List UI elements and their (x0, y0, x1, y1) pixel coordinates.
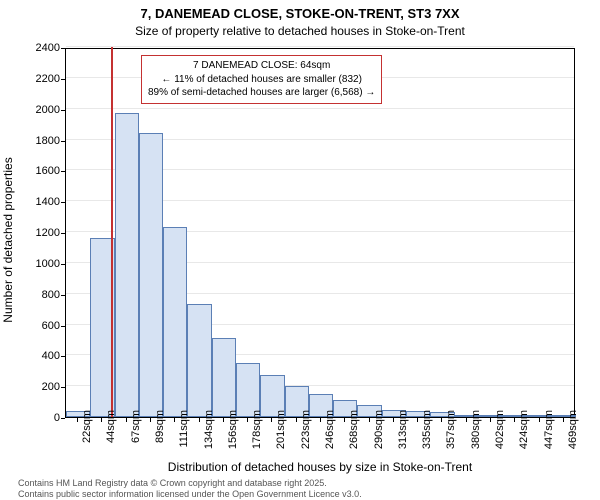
x-tick-label: 357sqm (445, 410, 457, 460)
x-tick-label: 156sqm (227, 410, 239, 460)
y-tick-label: 1600 (10, 165, 60, 177)
chart-container: 7, DANEMEAD CLOSE, STOKE-ON-TRENT, ST3 7… (0, 0, 600, 500)
y-tick-mark (61, 171, 65, 172)
x-tick-label: 335sqm (421, 410, 433, 460)
histogram-bar (236, 363, 260, 417)
y-tick-mark (61, 356, 65, 357)
x-tick-label: 44sqm (105, 410, 117, 460)
y-tick-mark (61, 202, 65, 203)
chart-title: 7, DANEMEAD CLOSE, STOKE-ON-TRENT, ST3 7… (0, 6, 600, 21)
y-tick-mark (61, 110, 65, 111)
y-tick-label: 0 (10, 412, 60, 424)
histogram-bar (163, 227, 187, 417)
y-tick-mark (61, 233, 65, 234)
x-tick-mark (514, 418, 515, 422)
footer-line-2: Contains public sector information licen… (18, 489, 362, 499)
x-tick-label: 424sqm (518, 410, 530, 460)
y-tick-mark (61, 264, 65, 265)
x-tick-label: 89sqm (154, 410, 166, 460)
histogram-bar (139, 133, 163, 417)
y-tick-mark (61, 326, 65, 327)
x-tick-label: 223sqm (300, 410, 312, 460)
x-tick-label: 313sqm (397, 410, 409, 460)
x-tick-mark (369, 418, 370, 422)
y-tick-label: 800 (10, 289, 60, 301)
x-tick-label: 201sqm (275, 410, 287, 460)
annotation-line: 7 DANEMEAD CLOSE: 64sqm (148, 59, 375, 73)
x-tick-label: 134sqm (203, 410, 215, 460)
x-tick-label: 246sqm (324, 410, 336, 460)
x-tick-mark (199, 418, 200, 422)
y-tick-mark (61, 79, 65, 80)
y-tick-mark (61, 418, 65, 419)
histogram-bar (212, 338, 236, 417)
x-tick-mark (466, 418, 467, 422)
y-tick-label: 600 (10, 320, 60, 332)
x-tick-label: 178sqm (251, 410, 263, 460)
x-tick-mark (126, 418, 127, 422)
footer-line-1: Contains HM Land Registry data © Crown c… (18, 478, 327, 488)
x-tick-mark (101, 418, 102, 422)
x-tick-label: 67sqm (130, 410, 142, 460)
x-axis-title: Distribution of detached houses by size … (65, 460, 575, 474)
x-tick-mark (174, 418, 175, 422)
x-tick-mark (417, 418, 418, 422)
x-tick-mark (393, 418, 394, 422)
x-tick-label: 447sqm (543, 410, 555, 460)
chart-subtitle: Size of property relative to detached ho… (0, 24, 600, 38)
annotation-line: ← 11% of detached houses are smaller (83… (148, 73, 375, 87)
x-tick-mark (77, 418, 78, 422)
y-tick-mark (61, 48, 65, 49)
y-tick-mark (61, 295, 65, 296)
x-tick-mark (441, 418, 442, 422)
y-tick-label: 2000 (10, 104, 60, 116)
marker-line (111, 47, 113, 417)
y-tick-mark (61, 141, 65, 142)
x-tick-label: 290sqm (373, 410, 385, 460)
y-tick-label: 400 (10, 350, 60, 362)
x-tick-mark (150, 418, 151, 422)
annotation-box: 7 DANEMEAD CLOSE: 64sqm← 11% of detached… (141, 55, 382, 104)
y-tick-label: 2400 (10, 42, 60, 54)
plot-area: 7 DANEMEAD CLOSE: 64sqm← 11% of detached… (65, 48, 575, 418)
x-tick-mark (320, 418, 321, 422)
gridline (66, 108, 574, 109)
x-tick-mark (539, 418, 540, 422)
y-tick-label: 200 (10, 381, 60, 393)
x-tick-label: 111sqm (178, 410, 190, 460)
histogram-bar (115, 113, 139, 417)
x-tick-mark (247, 418, 248, 422)
x-tick-mark (563, 418, 564, 422)
x-tick-mark (296, 418, 297, 422)
x-tick-mark (490, 418, 491, 422)
x-tick-label: 22sqm (81, 410, 93, 460)
x-tick-mark (271, 418, 272, 422)
x-tick-mark (344, 418, 345, 422)
x-tick-mark (223, 418, 224, 422)
y-tick-label: 1000 (10, 258, 60, 270)
y-tick-label: 1800 (10, 135, 60, 147)
gridline (66, 46, 574, 47)
x-tick-label: 268sqm (348, 410, 360, 460)
x-tick-label: 469sqm (567, 410, 579, 460)
x-tick-label: 402sqm (494, 410, 506, 460)
y-tick-label: 2200 (10, 73, 60, 85)
y-tick-mark (61, 387, 65, 388)
x-tick-label: 380sqm (470, 410, 482, 460)
annotation-line: 89% of semi-detached houses are larger (… (148, 86, 375, 100)
y-tick-label: 1200 (10, 227, 60, 239)
y-tick-label: 1400 (10, 196, 60, 208)
histogram-bar (187, 304, 211, 417)
